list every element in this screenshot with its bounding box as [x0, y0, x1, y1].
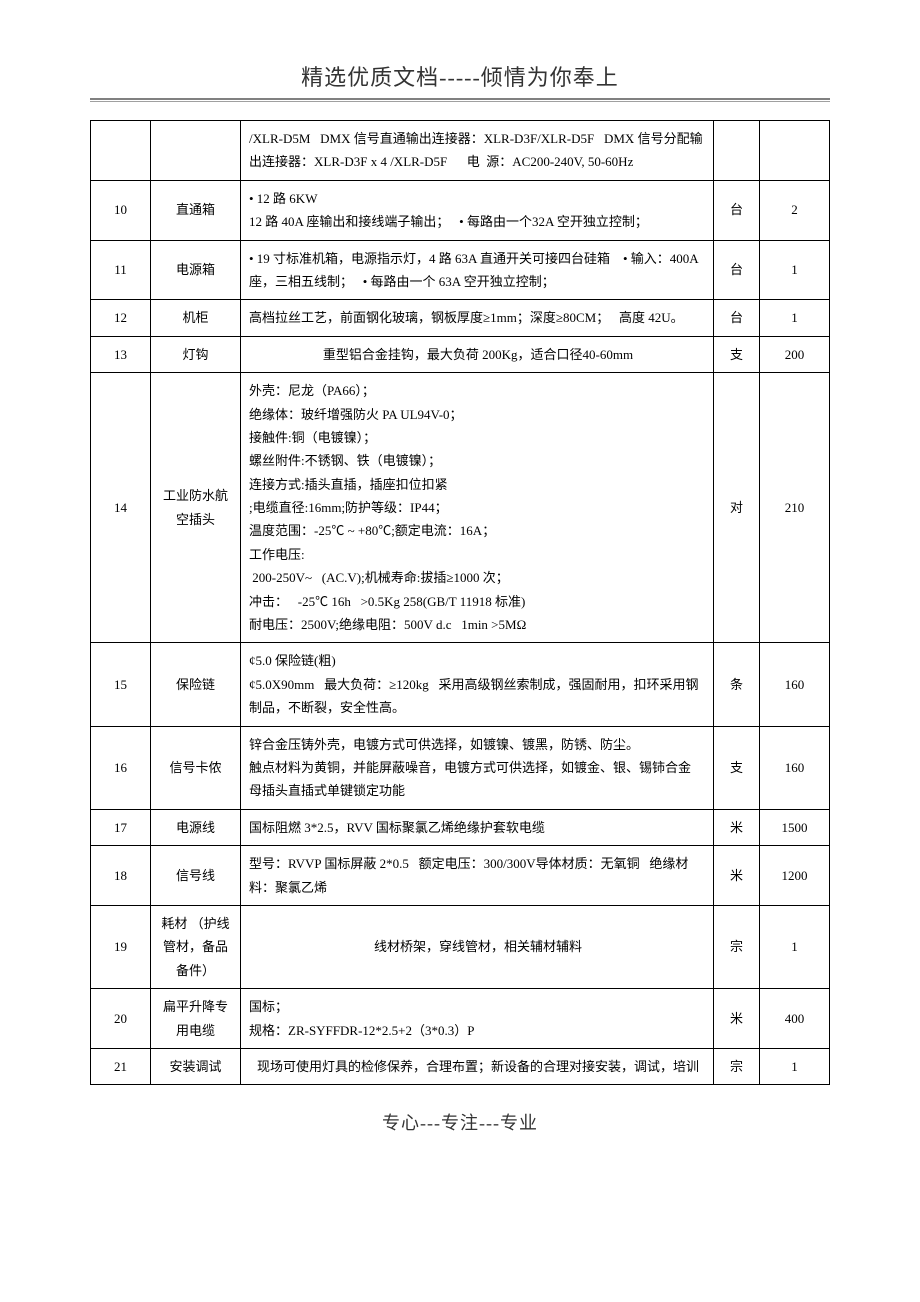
cell-description: 高档拉丝工艺，前面钢化玻璃，钢板厚度≥1mm；深度≥80CM； 高度 42U。: [241, 300, 714, 336]
cell-name: 信号卡侬: [151, 726, 241, 809]
table-row: /XLR-D5M DMX 信号直通输出连接器：XLR-D3F/XLR-D5F D…: [91, 121, 830, 181]
cell-index: 15: [91, 643, 151, 726]
cell-name: 电源箱: [151, 240, 241, 300]
cell-description: /XLR-D5M DMX 信号直通输出连接器：XLR-D3F/XLR-D5F D…: [241, 121, 714, 181]
cell-unit: 米: [714, 846, 760, 906]
cell-name: 信号线: [151, 846, 241, 906]
cell-description: 现场可使用灯具的检修保养，合理布置；新设备的合理对接安装，调试，培训: [241, 1048, 714, 1084]
cell-unit: 宗: [714, 1048, 760, 1084]
table-row: 10直通箱• 12 路 6KW 12 路 40A 座输出和接线端子输出； • 每…: [91, 180, 830, 240]
table-row: 17电源线国标阻燃 3*2.5，RVV 国标聚氯乙烯绝缘护套软电缆米1500: [91, 809, 830, 845]
cell-description: • 12 路 6KW 12 路 40A 座输出和接线端子输出； • 每路由一个3…: [241, 180, 714, 240]
cell-quantity: 2: [760, 180, 830, 240]
cell-description: 国标阻燃 3*2.5，RVV 国标聚氯乙烯绝缘护套软电缆: [241, 809, 714, 845]
cell-description: 型号：RVVP 国标屏蔽 2*0.5 额定电压：300/300V导体材质：无氧铜…: [241, 846, 714, 906]
cell-quantity: 160: [760, 726, 830, 809]
cell-name: [151, 121, 241, 181]
cell-name: 工业防水航空插头: [151, 373, 241, 643]
table-row: 21安装调试现场可使用灯具的检修保养，合理布置；新设备的合理对接安装，调试，培训…: [91, 1048, 830, 1084]
cell-name: 灯钩: [151, 336, 241, 372]
cell-unit: 米: [714, 809, 760, 845]
cell-quantity: 1200: [760, 846, 830, 906]
table-body: /XLR-D5M DMX 信号直通输出连接器：XLR-D3F/XLR-D5F D…: [91, 121, 830, 1085]
cell-index: 11: [91, 240, 151, 300]
cell-index: 19: [91, 905, 151, 988]
cell-description: • 19 寸标准机箱，电源指示灯，4 路 63A 直通开关可接四台硅箱 • 输入…: [241, 240, 714, 300]
cell-unit: 台: [714, 300, 760, 336]
header-divider: [90, 98, 830, 102]
table-row: 18信号线型号：RVVP 国标屏蔽 2*0.5 额定电压：300/300V导体材…: [91, 846, 830, 906]
cell-quantity: 160: [760, 643, 830, 726]
table-row: 20扁平升降专用电缆国标； 规格：ZR-SYFFDR-12*2.5+2（3*0.…: [91, 989, 830, 1049]
cell-unit: 对: [714, 373, 760, 643]
cell-index: [91, 121, 151, 181]
cell-quantity: 1500: [760, 809, 830, 845]
cell-index: 16: [91, 726, 151, 809]
cell-unit: 米: [714, 989, 760, 1049]
cell-name: 安装调试: [151, 1048, 241, 1084]
cell-index: 20: [91, 989, 151, 1049]
cell-unit: 条: [714, 643, 760, 726]
page-footer-text: 专心---专注---专业: [90, 1109, 830, 1135]
cell-index: 13: [91, 336, 151, 372]
table-row: 16信号卡侬锌合金压铸外壳，电镀方式可供选择，如镀镍、镀黑，防锈、防尘。 触点材…: [91, 726, 830, 809]
cell-unit: 支: [714, 336, 760, 372]
cell-quantity: [760, 121, 830, 181]
cell-quantity: 400: [760, 989, 830, 1049]
cell-name: 耗材 （护线管材，备品备件）: [151, 905, 241, 988]
cell-description: ¢5.0 保险链(粗) ¢5.0X90mm 最大负荷：≥120kg 采用高级钢丝…: [241, 643, 714, 726]
cell-unit: [714, 121, 760, 181]
cell-quantity: 210: [760, 373, 830, 643]
cell-unit: 支: [714, 726, 760, 809]
page-header-title: 精选优质文档-----倾情为你奉上: [90, 60, 830, 92]
cell-unit: 宗: [714, 905, 760, 988]
cell-index: 21: [91, 1048, 151, 1084]
cell-quantity: 1: [760, 240, 830, 300]
cell-name: 扁平升降专用电缆: [151, 989, 241, 1049]
cell-name: 电源线: [151, 809, 241, 845]
cell-name: 保险链: [151, 643, 241, 726]
cell-index: 17: [91, 809, 151, 845]
cell-description: 国标； 规格：ZR-SYFFDR-12*2.5+2（3*0.3）P: [241, 989, 714, 1049]
table-row: 11电源箱• 19 寸标准机箱，电源指示灯，4 路 63A 直通开关可接四台硅箱…: [91, 240, 830, 300]
cell-index: 12: [91, 300, 151, 336]
cell-description: 重型铝合金挂钩，最大负荷 200Kg，适合口径40-60mm: [241, 336, 714, 372]
cell-description: 锌合金压铸外壳，电镀方式可供选择，如镀镍、镀黑，防锈、防尘。 触点材料为黄铜，并…: [241, 726, 714, 809]
cell-unit: 台: [714, 240, 760, 300]
cell-description: 外壳：尼龙（PA66）； 绝缘体：玻纤增强防火 PA UL94V-0； 接触件:…: [241, 373, 714, 643]
cell-unit: 台: [714, 180, 760, 240]
cell-name: 机柜: [151, 300, 241, 336]
cell-quantity: 1: [760, 300, 830, 336]
table-row: 14工业防水航空插头外壳：尼龙（PA66）； 绝缘体：玻纤增强防火 PA UL9…: [91, 373, 830, 643]
table-row: 13灯钩重型铝合金挂钩，最大负荷 200Kg，适合口径40-60mm支200: [91, 336, 830, 372]
cell-quantity: 1: [760, 1048, 830, 1084]
cell-quantity: 200: [760, 336, 830, 372]
table-row: 19耗材 （护线管材，备品备件）线材桥架，穿线管材，相关辅材辅料宗1: [91, 905, 830, 988]
equipment-table: /XLR-D5M DMX 信号直通输出连接器：XLR-D3F/XLR-D5F D…: [90, 120, 830, 1085]
cell-index: 10: [91, 180, 151, 240]
table-row: 12机柜高档拉丝工艺，前面钢化玻璃，钢板厚度≥1mm；深度≥80CM； 高度 4…: [91, 300, 830, 336]
cell-description: 线材桥架，穿线管材，相关辅材辅料: [241, 905, 714, 988]
cell-index: 14: [91, 373, 151, 643]
cell-quantity: 1: [760, 905, 830, 988]
table-row: 15保险链¢5.0 保险链(粗) ¢5.0X90mm 最大负荷：≥120kg 采…: [91, 643, 830, 726]
cell-name: 直通箱: [151, 180, 241, 240]
cell-index: 18: [91, 846, 151, 906]
